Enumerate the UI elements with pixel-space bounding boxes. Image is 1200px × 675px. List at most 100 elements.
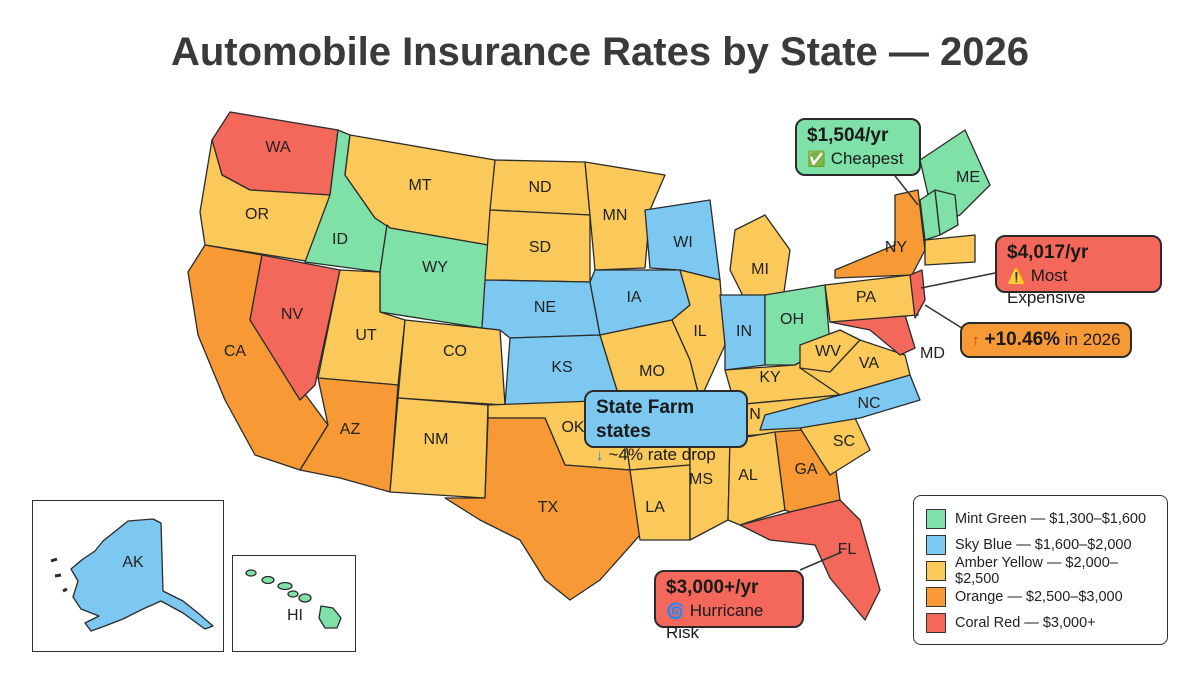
state-label-MT: MT <box>408 177 431 194</box>
state-label-OR: OR <box>245 206 269 223</box>
state-label-ND: ND <box>528 179 551 196</box>
increase-callout: ↑ +10.46% in 2026 <box>960 322 1132 358</box>
cheapest-value: $1,504/yr <box>807 125 889 146</box>
state-label-IA: IA <box>626 289 641 306</box>
state-CO <box>397 319 506 406</box>
state-label-IN: IN <box>736 323 752 340</box>
legend-label: Amber Yellow — $2,000–$2,500 <box>955 555 1118 587</box>
state-label-LA: LA <box>645 499 665 516</box>
cheapest-text: Cheapest <box>830 148 904 168</box>
state-label-OH: OH <box>780 311 804 328</box>
legend-swatch <box>926 587 946 607</box>
state-AK <box>70 518 214 632</box>
state-label-WA: WA <box>265 139 291 156</box>
hurricane-callout: $3,000+/yr 🌀 Hurricane Risk <box>654 570 804 642</box>
state-label-MO: MO <box>639 363 665 380</box>
legend-label: Orange — $2,500–$3,000 <box>955 589 1123 605</box>
state-label-HI: HI <box>287 607 303 624</box>
state-label-SD: SD <box>529 239 551 256</box>
state-label-AL: AL <box>738 467 758 484</box>
legend: Mint Green — $1,300–$1,600 Sky Blue — $1… <box>913 495 1168 645</box>
most-expensive-value: $4,017/yr <box>1007 242 1089 263</box>
state-label-AZ: AZ <box>340 421 361 438</box>
state-PA <box>824 274 919 323</box>
hawaii-inset: HI <box>232 555 356 652</box>
state-label-PA: PA <box>856 289 876 306</box>
alaska-map: AK <box>50 518 214 632</box>
warning-icon: ⚠️ <box>1007 267 1026 285</box>
state-label-VA: VA <box>859 355 879 372</box>
state-label-WY: WY <box>422 259 448 276</box>
state-label-NY: NY <box>885 239 908 256</box>
checkmark-icon: ✅ <box>807 150 826 168</box>
state-AL <box>727 431 786 526</box>
md-label: MD <box>920 345 945 362</box>
state-label-ID: ID <box>332 231 348 248</box>
increase-text: in 2026 <box>1064 330 1121 349</box>
state-NY <box>834 189 926 279</box>
state-label-GA: GA <box>794 461 817 478</box>
state-farm-title: State Farm states <box>596 397 695 442</box>
legend-item: Coral Red — $3,000+ <box>926 610 1155 636</box>
legend-swatch <box>926 535 946 555</box>
most-expensive-text: Most Expensive <box>1007 265 1086 307</box>
state-label-NC: NC <box>857 395 880 412</box>
state-MN <box>584 161 666 271</box>
legend-item: Sky Blue — $1,600–$2,000 <box>926 532 1155 558</box>
legend-label: Mint Green — $1,300–$1,600 <box>955 511 1147 527</box>
state-label-KS: KS <box>551 359 572 376</box>
hawaii-map: HI <box>245 569 342 629</box>
state-IN <box>719 294 766 371</box>
hurricane-icon: 🌀 <box>666 602 685 620</box>
state-label-WV: WV <box>815 343 841 360</box>
state-VT <box>934 189 959 236</box>
state-label-FL: FL <box>838 541 857 558</box>
page-title: Automobile Insurance Rates by State — 20… <box>170 30 1030 74</box>
increase-value: +10.46% <box>984 329 1061 350</box>
cheapest-callout: $1,504/yr ✅ Cheapest <box>795 118 921 176</box>
state-NV <box>249 254 341 401</box>
state-label-CO: CO <box>443 343 467 360</box>
state-NJ <box>909 269 926 319</box>
state-label-AK: AK <box>122 554 144 571</box>
state-label-MS: MS <box>689 471 713 488</box>
legend-item: Orange — $2,500–$3,000 <box>926 584 1155 610</box>
state-AZ <box>299 377 399 493</box>
state-label-SC: SC <box>833 433 855 450</box>
state-label-KY: KY <box>759 369 781 386</box>
state-TX <box>444 417 641 601</box>
hurricane-text: Hurricane Risk <box>666 600 764 642</box>
down-arrow-icon: ↓ <box>596 446 604 464</box>
state-label-MN: MN <box>603 207 628 224</box>
most-expensive-callout: $4,017/yr ⚠️ Most Expensive <box>995 235 1162 307</box>
state-farm-callout: State Farm states ↓ ~4% rate drop <box>584 390 748 464</box>
state-label-ME: ME <box>956 169 980 186</box>
state-label-NE: NE <box>534 299 556 316</box>
alaska-inset: AK <box>32 500 224 652</box>
legend-swatch <box>926 509 946 529</box>
state-label-MI: MI <box>751 261 769 278</box>
state-label-WI: WI <box>673 234 693 251</box>
state-IL <box>671 269 726 401</box>
state-label-CA: CA <box>224 343 247 360</box>
state-label-TN: N <box>749 406 761 423</box>
state-label-UT: UT <box>355 327 377 344</box>
state-FL <box>739 499 881 621</box>
state-label-NM: NM <box>424 431 449 448</box>
state-NE_small <box>924 234 976 266</box>
state-label-OK: OK <box>561 419 584 436</box>
hurricane-value: $3,000+/yr <box>666 577 759 598</box>
state-label-TX: TX <box>538 499 559 516</box>
legend-swatch <box>926 613 946 633</box>
legend-label: Coral Red — $3,000+ <box>955 615 1096 631</box>
state-farm-text: ~4% rate drop <box>608 444 716 464</box>
state-label-IL: IL <box>693 323 706 340</box>
legend-label: Sky Blue — $1,600–$2,000 <box>955 537 1132 553</box>
legend-item: Amber Yellow — $2,000–$2,500 <box>926 555 1155 587</box>
state-label-NV: NV <box>281 306 304 323</box>
state-WV <box>799 329 861 373</box>
legend-swatch <box>926 561 946 581</box>
legend-item: Mint Green — $1,300–$1,600 <box>926 506 1155 532</box>
